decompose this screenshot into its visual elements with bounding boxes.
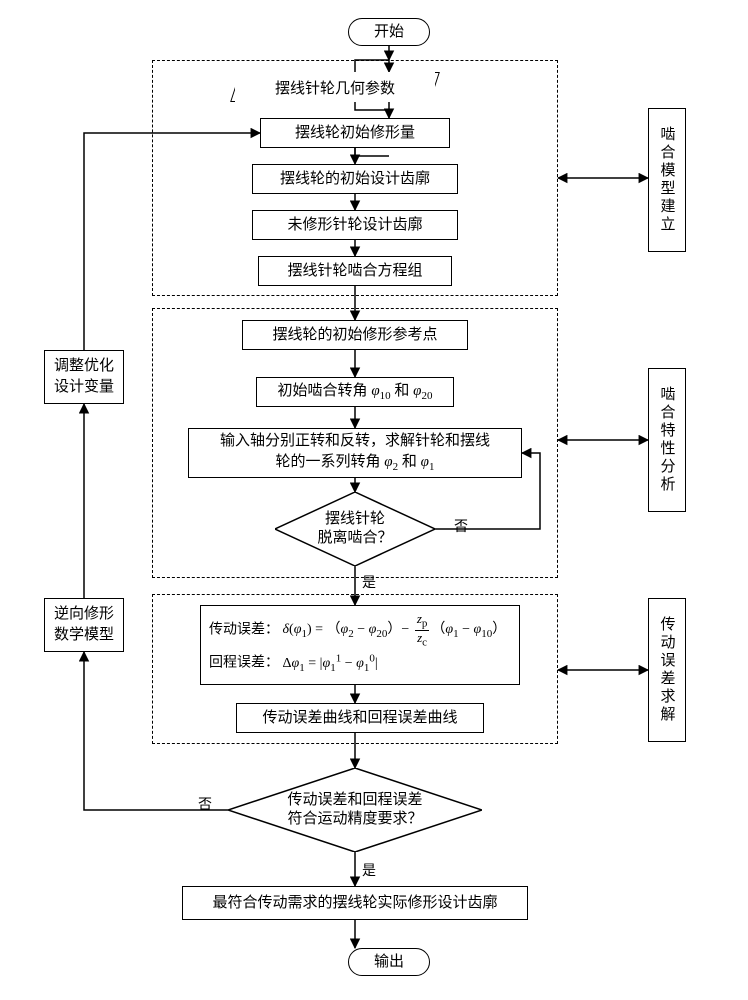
n9-label: 传动误差曲线和回程误差曲线 [262,708,457,728]
step-solve-rotations: 输入轴分别正转和反转，求解针轮和摆线轮的一系列转角 φ2 和 φ1 [188,428,522,478]
d1-label: 摆线针轮脱离啮合？ [275,492,435,566]
eq-line1: 传动误差： δ(φ1) = （φ2 − φ20）− zpzc（φ1 − φ10） [209,612,511,648]
n4-label: 未修形针轮设计齿廓 [287,215,422,235]
output-node: 输出 [348,948,430,976]
step-best-profile: 最符合传动需求的摆线轮实际修形设计齿廓 [182,886,528,920]
n5-label: 摆线针轮啮合方程组 [287,261,422,281]
n7-label: 初始啮合转角 φ10 和 φ20 [278,381,433,404]
left-inverse-model: 逆向修形数学模型 [44,598,124,652]
n1-label: 摆线针轮几何参数 [275,77,395,98]
n8-label: 输入轴分别正转和反转，求解针轮和摆线轮的一系列转角 φ2 和 φ1 [220,431,490,474]
label-no-1: 否 [454,516,468,536]
n10-label: 最符合传动需求的摆线轮实际修形设计齿廓 [212,893,497,913]
side-meshing-analysis: 啮合特性分析 [648,368,686,512]
eq-line2: 回程误差： Δφ1 = |φ11 − φ10| [209,648,511,678]
decision-precision-ok: 传动误差和回程误差符合运动精度要求？ [228,768,482,852]
label-no-2: 否 [198,794,212,814]
step-initial-angles: 初始啮合转角 φ10 和 φ20 [256,377,454,407]
left-adjust-variables: 调整优化设计变量 [44,350,124,404]
decision-disengage: 摆线针轮脱离啮合？ [275,492,435,566]
step-initial-design-profile: 摆线轮的初始设计齿廓 [252,164,458,194]
start-node: 开始 [348,18,430,46]
step-initial-modification: 摆线轮初始修形量 [260,118,450,148]
step-unmodified-pin-profile: 未修形针轮设计齿廓 [252,210,458,240]
label-yes-1: 是 [362,572,376,592]
n6-label: 摆线轮的初始修形参考点 [272,325,437,345]
input-geometry-params: 摆线针轮几何参数 [235,72,435,102]
n3-label: 摆线轮的初始设计齿廓 [280,169,430,189]
n2-label: 摆线轮初始修形量 [295,123,415,143]
equation-box: 传动误差： δ(φ1) = （φ2 − φ20）− zpzc（φ1 − φ10）… [200,605,520,685]
step-error-curves: 传动误差曲线和回程误差曲线 [236,703,484,733]
side-meshing-model: 啮合模型建立 [648,108,686,252]
output-label: 输出 [374,952,404,972]
start-label: 开始 [374,22,404,42]
step-reference-point: 摆线轮的初始修形参考点 [242,320,468,350]
side-error-solve: 传动误差求解 [648,598,686,742]
label-yes-2: 是 [362,860,376,880]
step-meshing-equations: 摆线针轮啮合方程组 [258,256,452,286]
d2-label: 传动误差和回程误差符合运动精度要求？ [228,768,482,852]
